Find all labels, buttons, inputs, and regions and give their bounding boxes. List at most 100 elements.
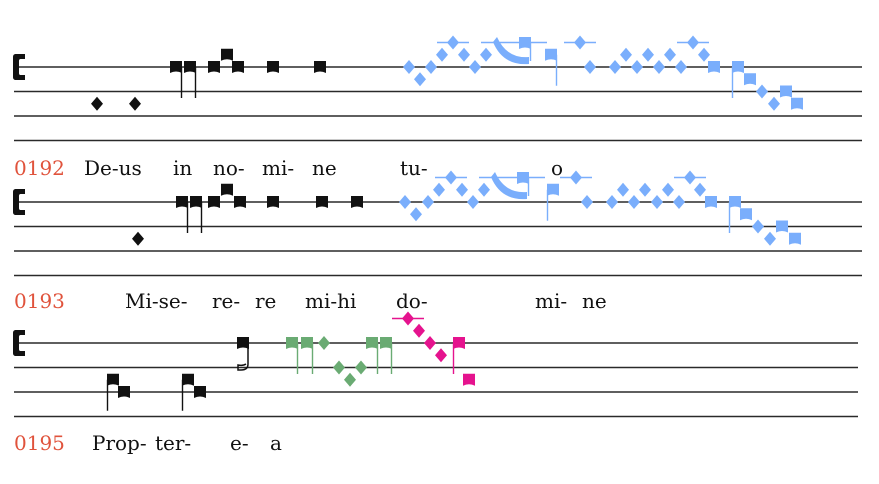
diamond-note: [91, 96, 103, 111]
diamond-note: [399, 195, 411, 209]
square-note: [517, 172, 529, 184]
square-note: [194, 386, 206, 398]
square-note: [732, 61, 744, 73]
square-note: [237, 337, 249, 349]
diamond-note: [764, 231, 776, 246]
diamond-note: [425, 60, 437, 74]
c-clef-icon: [13, 330, 25, 356]
diamond-note: [639, 182, 651, 197]
diamond-note: [756, 84, 768, 99]
syllable: re-: [212, 289, 240, 313]
square-note: [190, 196, 202, 208]
porrectus-neume: [491, 172, 527, 200]
diamond-note: [752, 219, 764, 234]
square-note: [708, 61, 720, 73]
square-note: [519, 37, 531, 49]
syllable: re: [255, 289, 276, 313]
diamond-note: [132, 231, 144, 246]
diamond-note: [617, 182, 629, 197]
diamond-note: [422, 195, 434, 209]
square-note: [791, 97, 803, 110]
syllable: tu-: [400, 156, 428, 180]
diamond-note: [662, 182, 674, 197]
diamond-note: [445, 170, 457, 185]
diamond-note: [651, 195, 663, 209]
diamond-note: [698, 47, 710, 62]
diamond-note: [402, 311, 414, 326]
diamond-note: [631, 60, 643, 74]
diamond-note: [684, 170, 696, 185]
syllable: e-: [230, 431, 249, 455]
diamond-note: [584, 60, 596, 74]
square-note: [221, 183, 233, 196]
system-0192: 0192 De-us in no- mi- ne tu- o: [13, 35, 862, 180]
syllable: mi-: [262, 156, 294, 180]
diamond-note: [467, 195, 479, 209]
syllable: do-: [396, 289, 428, 313]
porrectus-neume: [493, 37, 529, 65]
diamond-note: [694, 182, 706, 197]
square-note: [366, 337, 378, 349]
diamond-note: [768, 96, 780, 111]
syllable: mi-hi: [305, 289, 356, 313]
square-note: [380, 337, 392, 349]
diamond-note: [620, 47, 632, 62]
square-note: [453, 337, 465, 349]
diamond-note: [433, 182, 445, 197]
diamond-note: [410, 207, 422, 222]
diamond-note: [480, 47, 492, 62]
square-note: [267, 196, 279, 208]
diamond-note: [574, 35, 586, 50]
square-note: [789, 232, 801, 245]
square-note: [107, 373, 119, 386]
square-note: [232, 61, 244, 73]
diamond-note: [581, 195, 593, 209]
square-note: [545, 48, 557, 61]
square-note: [176, 196, 188, 208]
line-number: 0193: [14, 289, 65, 313]
square-note: [776, 220, 788, 233]
syllable: ne: [582, 289, 607, 313]
diamond-note: [447, 35, 459, 50]
line-number: 0192: [14, 156, 65, 180]
c-clef-icon: [13, 189, 25, 215]
syllable: a: [270, 431, 282, 455]
syllable: no-: [213, 156, 245, 180]
square-note: [729, 196, 741, 208]
square-note: [118, 386, 130, 398]
diamond-note: [675, 60, 687, 74]
square-note: [740, 208, 752, 221]
diamond-note: [456, 182, 468, 197]
square-note: [182, 373, 194, 386]
diamond-note: [424, 336, 436, 350]
diamond-note: [435, 348, 447, 363]
diamond-note: [318, 336, 330, 350]
syllable: mi-: [535, 289, 567, 313]
syllable: in: [173, 156, 192, 180]
system-0195: 0195 Prop- ter- e- a: [13, 311, 858, 455]
diamond-note: [653, 60, 665, 74]
line-number: 0195: [14, 431, 65, 455]
square-note: [744, 73, 756, 86]
syllable: Mi-se-: [125, 289, 188, 313]
diamond-note: [628, 195, 640, 209]
square-note: [221, 48, 233, 61]
square-note: [547, 183, 559, 196]
square-note: [267, 61, 279, 73]
diamond-note: [664, 47, 676, 62]
diamond-note: [458, 47, 470, 62]
hook-stem: [237, 348, 249, 371]
square-note: [234, 196, 246, 208]
square-note: [316, 196, 328, 208]
square-note: [301, 337, 313, 349]
square-note: [351, 196, 363, 208]
square-note: [705, 196, 717, 208]
diamond-note: [570, 170, 582, 185]
square-note: [184, 61, 196, 73]
diamond-note: [687, 35, 699, 50]
diamond-note: [414, 72, 426, 87]
diamond-note: [606, 195, 618, 209]
diamond-note: [413, 323, 425, 338]
square-note: [208, 61, 220, 73]
